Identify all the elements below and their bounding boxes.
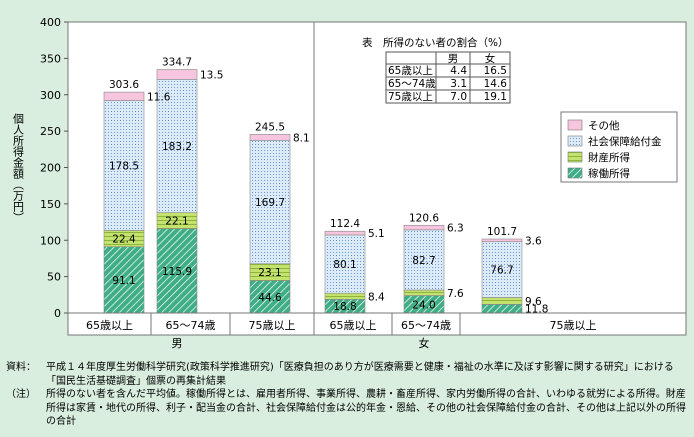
stacked-bar-chart: 0 50 100 150 200 250 300 350 400 個人所得金額（万円） 303.…	[12, 16, 687, 350]
source-note: 資料： 平成１４年度厚生労働科学研究(政策科学推進研究)「医療負担のあり方が医療…	[6, 361, 690, 388]
segment-value-label: 82.7	[412, 255, 435, 267]
legend-label: 社会保障給付金	[588, 135, 662, 148]
bar-segment	[481, 297, 523, 305]
segment-value-label: 7.6	[447, 288, 464, 300]
y-axis: 0 50 100 150 200 250 300 350 400	[40, 16, 68, 320]
x-category-label: 65～74歳	[401, 319, 451, 332]
x-axis-band	[67, 312, 687, 336]
notes: 資料： 平成１４年度厚生労働科学研究(政策科学推進研究)「医療負担のあり方が医療…	[6, 361, 690, 429]
bars	[103, 69, 523, 314]
total-label: 334.7	[162, 57, 192, 69]
bar-segment	[156, 69, 198, 80]
bar-segment	[403, 224, 445, 231]
y-tick-label: 200	[40, 162, 61, 175]
inset-table-cell: 7.0	[450, 91, 467, 103]
segment-value-label: 18.8	[333, 301, 356, 313]
total-label: 101.7	[487, 226, 517, 238]
segment-value-label: 23.1	[258, 267, 281, 279]
bar-segment	[249, 139, 291, 265]
segment-value-label: 80.1	[333, 259, 356, 271]
footnote-text: 所得のない者を含んだ平均値。稼働所得とは、雇用者所得、事業所得、農耕・畜産所得、…	[46, 389, 686, 427]
legend-swatch	[567, 167, 583, 179]
segment-value-label: 183.2	[162, 141, 192, 153]
segment-value-label: 178.5	[109, 160, 139, 172]
segment-value-label: 5.1	[368, 228, 385, 240]
segment-value-label: 115.9	[162, 266, 192, 278]
bar-segment	[103, 100, 145, 231]
inset-table-header: 女	[485, 52, 496, 65]
legend-label: 財産所得	[588, 151, 630, 164]
footnote: （注） 所得のない者を含んだ平均値。稼働所得とは、雇用者所得、事業所得、農耕・畜…	[6, 388, 690, 429]
bar-segment	[103, 91, 145, 101]
footnote-head: （注）	[6, 389, 36, 400]
source-note-head: 資料：	[6, 362, 36, 373]
inset-table-title: 表 所得のない者の割合（%）	[362, 36, 508, 49]
inset-table-cell: 14.6	[484, 78, 508, 90]
x-category-label: 65歳以上	[330, 319, 377, 332]
y-tick-label: 300	[40, 89, 61, 102]
x-category-label: 65歳以上	[86, 319, 133, 332]
y-tick-label: 50	[47, 271, 61, 284]
bar-segment	[103, 246, 145, 314]
bar-segment	[249, 134, 291, 141]
segment-value-label: 13.5	[200, 69, 223, 81]
segment-value-label: 76.7	[490, 265, 513, 277]
legend-label: その他	[588, 119, 620, 132]
bar-segment	[403, 229, 445, 291]
source-note-text: 平成１４年度厚生労働科学研究(政策科学推進研究)「医療負担のあり方が医療需要と健…	[46, 362, 674, 387]
inset-table: 表 所得のない者の割合（%） 男 女 65歳以上 4.4 16.5 65～74歳 3.1 14…	[362, 36, 511, 104]
group-label: 男	[172, 337, 183, 350]
y-tick-label: 0	[54, 307, 61, 320]
segment-value-label: 8.1	[293, 132, 310, 144]
inset-table-cell: 75歳以上	[388, 91, 433, 103]
segment-value-label: 9.6	[525, 296, 542, 308]
bar-segment	[324, 230, 366, 236]
total-label: 112.4	[330, 218, 360, 230]
legend-swatch	[567, 119, 583, 131]
segment-value-label: 3.6	[525, 235, 542, 247]
inset-table-cell: 65～74歳	[388, 78, 436, 90]
y-tick-label: 250	[40, 125, 61, 138]
bar-segment	[481, 238, 523, 242]
total-label: 303.6	[109, 79, 139, 91]
inset-table-header: 男	[448, 53, 459, 65]
segment-value-label: 22.1	[165, 216, 188, 228]
segment-value-label: 22.4	[112, 234, 136, 246]
segment-value-label: 8.4	[368, 291, 385, 303]
bar-segment	[481, 241, 523, 298]
inset-table-cell: 19.1	[484, 91, 507, 103]
y-tick-label: 350	[40, 52, 61, 65]
total-label: 245.5	[255, 121, 285, 133]
legend-swatch	[567, 135, 583, 147]
x-category-label: 65～74歳	[166, 319, 216, 332]
bar-segment	[324, 234, 366, 294]
bar-segment	[481, 304, 523, 314]
segment-value-label: 11.6	[147, 91, 171, 103]
inset-table-cell: 3.1	[450, 78, 467, 90]
x-category-label: 75歳以上	[550, 319, 597, 332]
segment-value-label: 24.0	[412, 299, 435, 311]
bar-segment	[156, 228, 198, 314]
inset-table-cell: 65歳以上	[388, 65, 433, 77]
total-label: 120.6	[409, 212, 439, 224]
group-label: 女	[419, 336, 430, 350]
bar-segment	[403, 289, 445, 296]
segment-value-label: 6.3	[447, 223, 464, 235]
segment-value-label: 169.7	[255, 197, 285, 209]
x-category-label: 75歳以上	[249, 319, 296, 332]
inset-table-cell: 4.4	[450, 65, 467, 77]
legend-label: 稼働所得	[588, 167, 630, 180]
y-axis-title: 個人所得金額（万円）	[12, 113, 25, 223]
bar-segment	[324, 292, 366, 300]
inset-table-cell: 16.5	[484, 65, 507, 77]
value-labels: 303.6 334.7 245.5 112.4 120.6 101.7 91.1 22.4 17…	[109, 57, 548, 316]
y-tick-label: 400	[40, 16, 61, 29]
segment-value-label: 91.1	[112, 275, 135, 287]
y-tick-label: 150	[40, 198, 61, 211]
y-tick-label: 100	[40, 234, 61, 247]
segment-value-label: 44.6	[258, 292, 282, 304]
legend-swatch	[567, 151, 583, 163]
